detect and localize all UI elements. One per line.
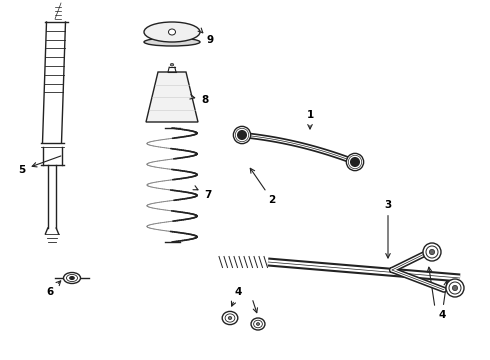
Text: 1: 1 xyxy=(306,110,314,129)
Text: 2: 2 xyxy=(250,168,275,205)
Ellipse shape xyxy=(144,38,200,46)
Text: 7: 7 xyxy=(193,186,212,200)
Ellipse shape xyxy=(452,285,458,291)
Ellipse shape xyxy=(225,314,235,322)
Ellipse shape xyxy=(423,243,441,261)
Text: 4: 4 xyxy=(439,281,448,320)
Circle shape xyxy=(351,158,359,166)
Circle shape xyxy=(233,126,251,144)
Ellipse shape xyxy=(426,246,438,258)
Ellipse shape xyxy=(64,273,80,284)
Ellipse shape xyxy=(449,282,461,294)
Polygon shape xyxy=(146,72,198,122)
Text: 6: 6 xyxy=(47,281,61,297)
Ellipse shape xyxy=(429,249,435,255)
Circle shape xyxy=(348,155,362,169)
Text: 4: 4 xyxy=(231,287,242,306)
Ellipse shape xyxy=(251,318,265,330)
Circle shape xyxy=(346,153,364,171)
Ellipse shape xyxy=(144,22,200,42)
Circle shape xyxy=(238,131,246,139)
Text: 5: 5 xyxy=(19,156,61,175)
Ellipse shape xyxy=(256,323,260,325)
Ellipse shape xyxy=(169,29,175,35)
Ellipse shape xyxy=(70,276,74,279)
Circle shape xyxy=(235,128,249,142)
Text: 8: 8 xyxy=(190,95,209,105)
Ellipse shape xyxy=(446,279,464,297)
Ellipse shape xyxy=(170,63,174,66)
Ellipse shape xyxy=(228,316,232,320)
Text: 3: 3 xyxy=(384,200,392,258)
Text: 9: 9 xyxy=(198,28,214,45)
Ellipse shape xyxy=(222,311,238,325)
Ellipse shape xyxy=(254,320,262,328)
Ellipse shape xyxy=(67,274,77,282)
